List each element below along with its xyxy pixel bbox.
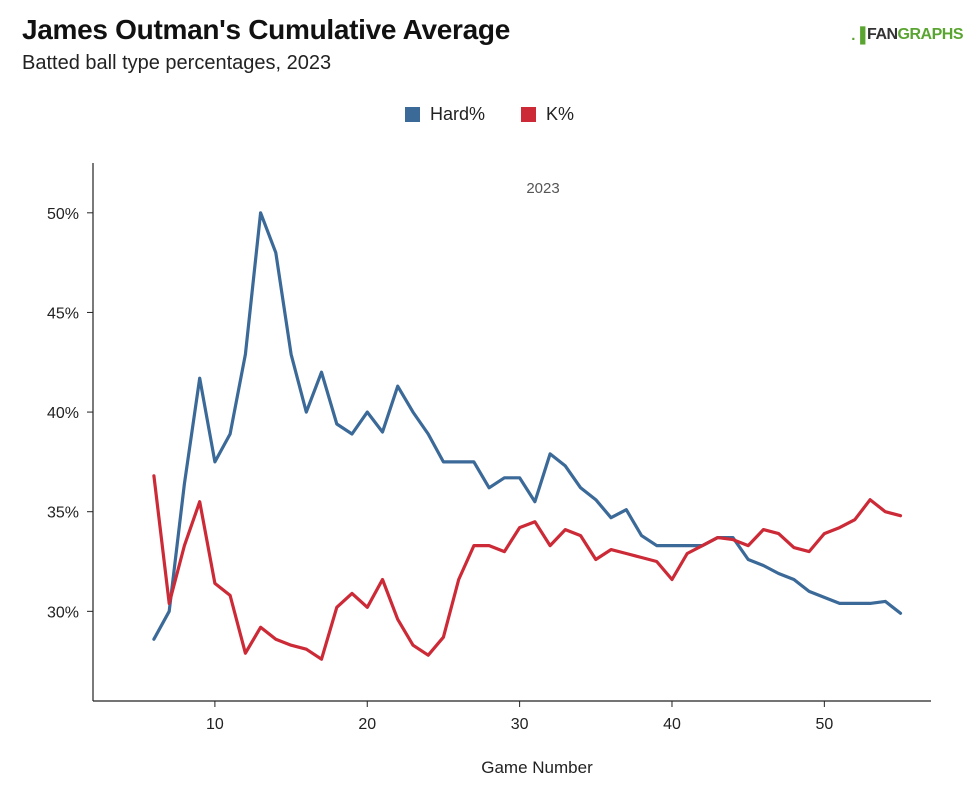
- x-tick-label: 50: [815, 716, 833, 733]
- x-tick-label: 40: [663, 716, 681, 733]
- year-annotation: 2023: [526, 180, 559, 197]
- y-tick-label: 30%: [47, 604, 79, 621]
- y-tick-label: 45%: [47, 305, 79, 322]
- logo-text-fan: FAN: [867, 26, 898, 43]
- legend-swatch-k: [521, 107, 536, 122]
- chart-axes: [92, 163, 931, 702]
- chart-series: [152, 211, 903, 661]
- chart-ticks: 30% 35% 40% 45% 50% 10 20 30 40 50: [47, 206, 833, 733]
- y-tick-label: 50%: [47, 206, 79, 223]
- legend-swatch-hard: [404, 107, 420, 122]
- series-line-k: [152, 474, 903, 661]
- x-tick-label: 10: [206, 716, 224, 733]
- x-tick-label: 30: [511, 716, 529, 733]
- legend-label-k: K%: [546, 104, 575, 124]
- legend-item-k: K%: [521, 104, 574, 125]
- fangraphs-logo-icon: .▐: [851, 26, 866, 44]
- legend-label-hard: Hard%: [429, 104, 485, 124]
- y-tick-label: 40%: [47, 405, 79, 422]
- y-tick-label: 35%: [47, 505, 79, 522]
- fangraphs-logo: .▐ FAN GRAPHS: [851, 26, 963, 44]
- chart-legend: Hard% K%: [0, 104, 979, 125]
- chart-title: James Outman's Cumulative Average: [22, 14, 510, 45]
- series-line-hard: [152, 211, 903, 641]
- x-axis-label: Game Number: [481, 758, 593, 777]
- chart-subtitle: Batted ball type percentages, 2023: [22, 52, 332, 74]
- legend-item-hard: Hard%: [404, 104, 485, 125]
- x-tick-label: 20: [358, 716, 376, 733]
- logo-text-graphs: GRAPHS: [897, 26, 964, 43]
